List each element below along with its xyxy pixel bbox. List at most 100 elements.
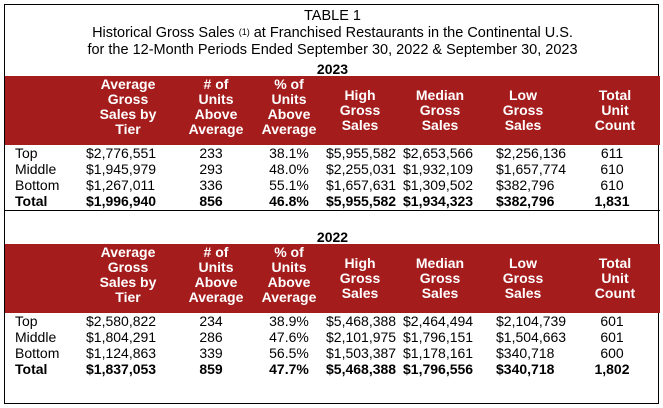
column-header-line: % of xyxy=(274,76,304,92)
column-header-line: Tier xyxy=(115,289,141,305)
cell-units: 286 xyxy=(199,329,223,345)
column-header-line: Median xyxy=(415,87,465,103)
cell-pct: 38.9% xyxy=(269,313,309,329)
cell-count: 1,831 xyxy=(594,193,630,209)
cell-avg: $1,804,291 xyxy=(86,329,157,345)
column-header-line: Total xyxy=(598,87,632,103)
cell-pct: 48.0% xyxy=(269,161,309,177)
column-header-line: # of xyxy=(203,244,229,260)
table-row: Middle $1,804,291 286 47.6% $2,101,975 $1,796… xyxy=(5,330,660,345)
column-header-line: Gross xyxy=(502,102,544,118)
cell-low: $1,657,774 xyxy=(496,161,567,177)
column-header-line: Average xyxy=(100,244,156,260)
column-header-line: Units xyxy=(271,91,307,107)
year-heading-2023: 2023 xyxy=(316,61,349,77)
column-header-line: Average xyxy=(188,289,244,305)
column-header: High Gross Sales xyxy=(321,76,399,145)
row-label: Top xyxy=(15,145,38,161)
cell-avg: $1,945,979 xyxy=(86,161,157,177)
cell-median: $1,796,151 xyxy=(403,329,474,345)
cell-count: 601 xyxy=(600,329,624,345)
title-line-2-text-end: at Franchised Restaurants in the Contine… xyxy=(249,25,573,41)
year-heading-2022: 2022 xyxy=(316,229,349,245)
cell-low: $382,796 xyxy=(496,193,555,209)
column-header-line: Above xyxy=(194,274,238,290)
row-label: Top xyxy=(15,313,38,329)
row-label: Middle xyxy=(15,161,57,177)
column-header-line: Average xyxy=(100,76,156,92)
column-header-line: Gross xyxy=(339,102,381,118)
cell-avg: $1,996,940 xyxy=(86,193,157,209)
column-header-line: High xyxy=(344,87,376,103)
section-divider xyxy=(5,210,660,211)
cell-median: $2,653,566 xyxy=(403,145,474,161)
column-header: % of Units Above Average xyxy=(255,77,323,148)
title-line-2: Historical Gross Sales (1) at Franchised… xyxy=(5,25,660,42)
column-header: Average Gross Sales by Tier xyxy=(78,245,178,316)
cell-high: $5,468,388 xyxy=(326,361,397,377)
column-header-line: % of xyxy=(274,244,304,260)
cell-low: $1,504,663 xyxy=(496,329,567,345)
cell-avg: $2,580,822 xyxy=(86,313,157,329)
cell-units: 859 xyxy=(199,361,223,377)
column-header-line: Gross xyxy=(107,259,149,275)
cell-high: $1,657,631 xyxy=(326,177,397,193)
cell-units: 856 xyxy=(199,193,223,209)
column-header-line: Median xyxy=(415,255,465,271)
column-header: Total Unit Count xyxy=(577,76,653,145)
cell-low: $2,104,739 xyxy=(496,313,567,329)
cell-pct: 47.7% xyxy=(269,361,309,377)
cell-pct: 55.1% xyxy=(269,177,309,193)
row-label: Middle xyxy=(15,329,57,345)
cell-count: 1,802 xyxy=(594,361,630,377)
table-frame: TABLE 1 Historical Gross Sales (1) at Fr… xyxy=(4,4,660,404)
row-label: Total xyxy=(15,361,48,377)
column-header-line: Above xyxy=(194,106,238,122)
column-header-line: Above xyxy=(267,274,311,290)
header-band: Average Gross Sales by Tier # of Units Above Av… xyxy=(5,244,660,313)
column-header-line: Count xyxy=(594,117,636,133)
cell-high: $1,503,387 xyxy=(326,345,397,361)
column-header-line: Average xyxy=(261,289,317,305)
column-header-line: Sales xyxy=(341,117,379,133)
column-header: % of Units Above Average xyxy=(255,245,323,316)
title-line-1: TABLE 1 xyxy=(304,8,361,24)
column-header: # of Units Above Average xyxy=(180,77,252,148)
cell-high: $2,101,975 xyxy=(326,329,397,345)
row-label: Bottom xyxy=(15,345,60,361)
cell-avg: $1,837,053 xyxy=(86,361,157,377)
cell-high: $5,955,582 xyxy=(326,193,397,209)
column-header-line: Total xyxy=(598,255,632,271)
column-header-line: Unit xyxy=(601,270,629,286)
cell-median: $1,309,502 xyxy=(403,177,474,193)
column-header-line: Average xyxy=(188,121,244,137)
cell-units: 339 xyxy=(199,345,223,361)
table-row: Middle $1,945,979 293 48.0% $2,255,031 $1,932… xyxy=(5,162,660,177)
column-header-line: Gross xyxy=(502,270,544,286)
column-header: High Gross Sales xyxy=(321,244,399,313)
column-header-line: Units xyxy=(271,259,307,275)
column-header: Average Gross Sales by Tier xyxy=(78,77,178,148)
cell-avg: $1,124,863 xyxy=(86,345,157,361)
column-header-line: Average xyxy=(261,121,317,137)
cell-pct: 56.5% xyxy=(269,345,309,361)
column-header: Low Gross Sales xyxy=(483,244,563,313)
column-header-line: Gross xyxy=(419,102,461,118)
cell-units: 233 xyxy=(199,145,223,161)
cell-low: $340,718 xyxy=(496,361,555,377)
title-line-3: for the 12-Month Periods Ended September… xyxy=(87,42,578,58)
cell-median: $1,934,323 xyxy=(403,193,474,209)
cell-low: $2,256,136 xyxy=(496,145,567,161)
cell-pct: 38.1% xyxy=(269,145,309,161)
row-label: Bottom xyxy=(15,177,60,193)
column-header: # of Units Above Average xyxy=(180,245,252,316)
cell-count: 610 xyxy=(600,177,624,193)
cell-high: $2,255,031 xyxy=(326,161,397,177)
total-row: Total $1,996,940 856 46.8% $5,955,582 $1,934,… xyxy=(5,194,660,209)
cell-count: 600 xyxy=(600,345,624,361)
column-header: Median Gross Sales xyxy=(399,76,481,145)
cell-high: $5,468,388 xyxy=(326,313,397,329)
cell-low: $382,796 xyxy=(496,177,555,193)
cell-units: 293 xyxy=(199,161,223,177)
cell-count: 601 xyxy=(600,313,624,329)
